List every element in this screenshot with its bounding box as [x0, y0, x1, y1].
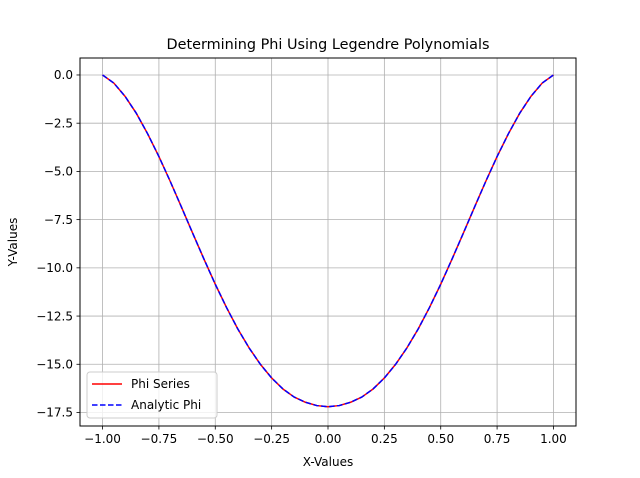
y-tick-label: −10.0 [36, 261, 73, 275]
grid-lines [80, 58, 576, 426]
legend: Phi Series Analytic Phi [86, 371, 218, 419]
legend-label-phi-series: Phi Series [131, 377, 190, 391]
x-tick-label: 0.00 [315, 432, 342, 446]
y-tick-label: −12.5 [36, 309, 73, 323]
y-tick-label: −15.0 [36, 357, 73, 371]
series-lines [102, 74, 554, 408]
x-tick-label: 0.25 [371, 432, 398, 446]
y-tick-label: −17.5 [36, 406, 73, 420]
y-axis-ticks: 0.0 −2.5 −5.0 −7.5 −10.0 −12.5 −15.0 −17.5 [36, 68, 80, 420]
y-tick-label: −2.5 [44, 116, 73, 130]
legend-label-analytic-phi: Analytic Phi [131, 398, 201, 412]
y-tick-label: −7.5 [44, 213, 73, 227]
x-tick-label: 0.50 [427, 432, 454, 446]
x-tick-label: −0.75 [141, 432, 178, 446]
x-axis-label: X-Values [303, 455, 353, 469]
x-tick-label: 0.75 [484, 432, 511, 446]
x-tick-label: 1.00 [540, 432, 567, 446]
x-tick-label: −0.25 [253, 432, 290, 446]
chart-title: Determining Phi Using Legendre Polynomia… [167, 37, 490, 53]
x-axis-ticks: −1.00 −0.75 −0.50 −0.25 0.00 0.25 0.50 0.75 1.00 [84, 426, 567, 446]
series-line-analytic-phi [102, 74, 554, 408]
x-tick-label: −0.50 [197, 432, 234, 446]
x-tick-label: −1.00 [84, 432, 121, 446]
y-axis-label: Y-Values [6, 218, 20, 268]
y-tick-label: 0.0 [54, 68, 73, 82]
y-tick-label: −5.0 [44, 165, 73, 179]
